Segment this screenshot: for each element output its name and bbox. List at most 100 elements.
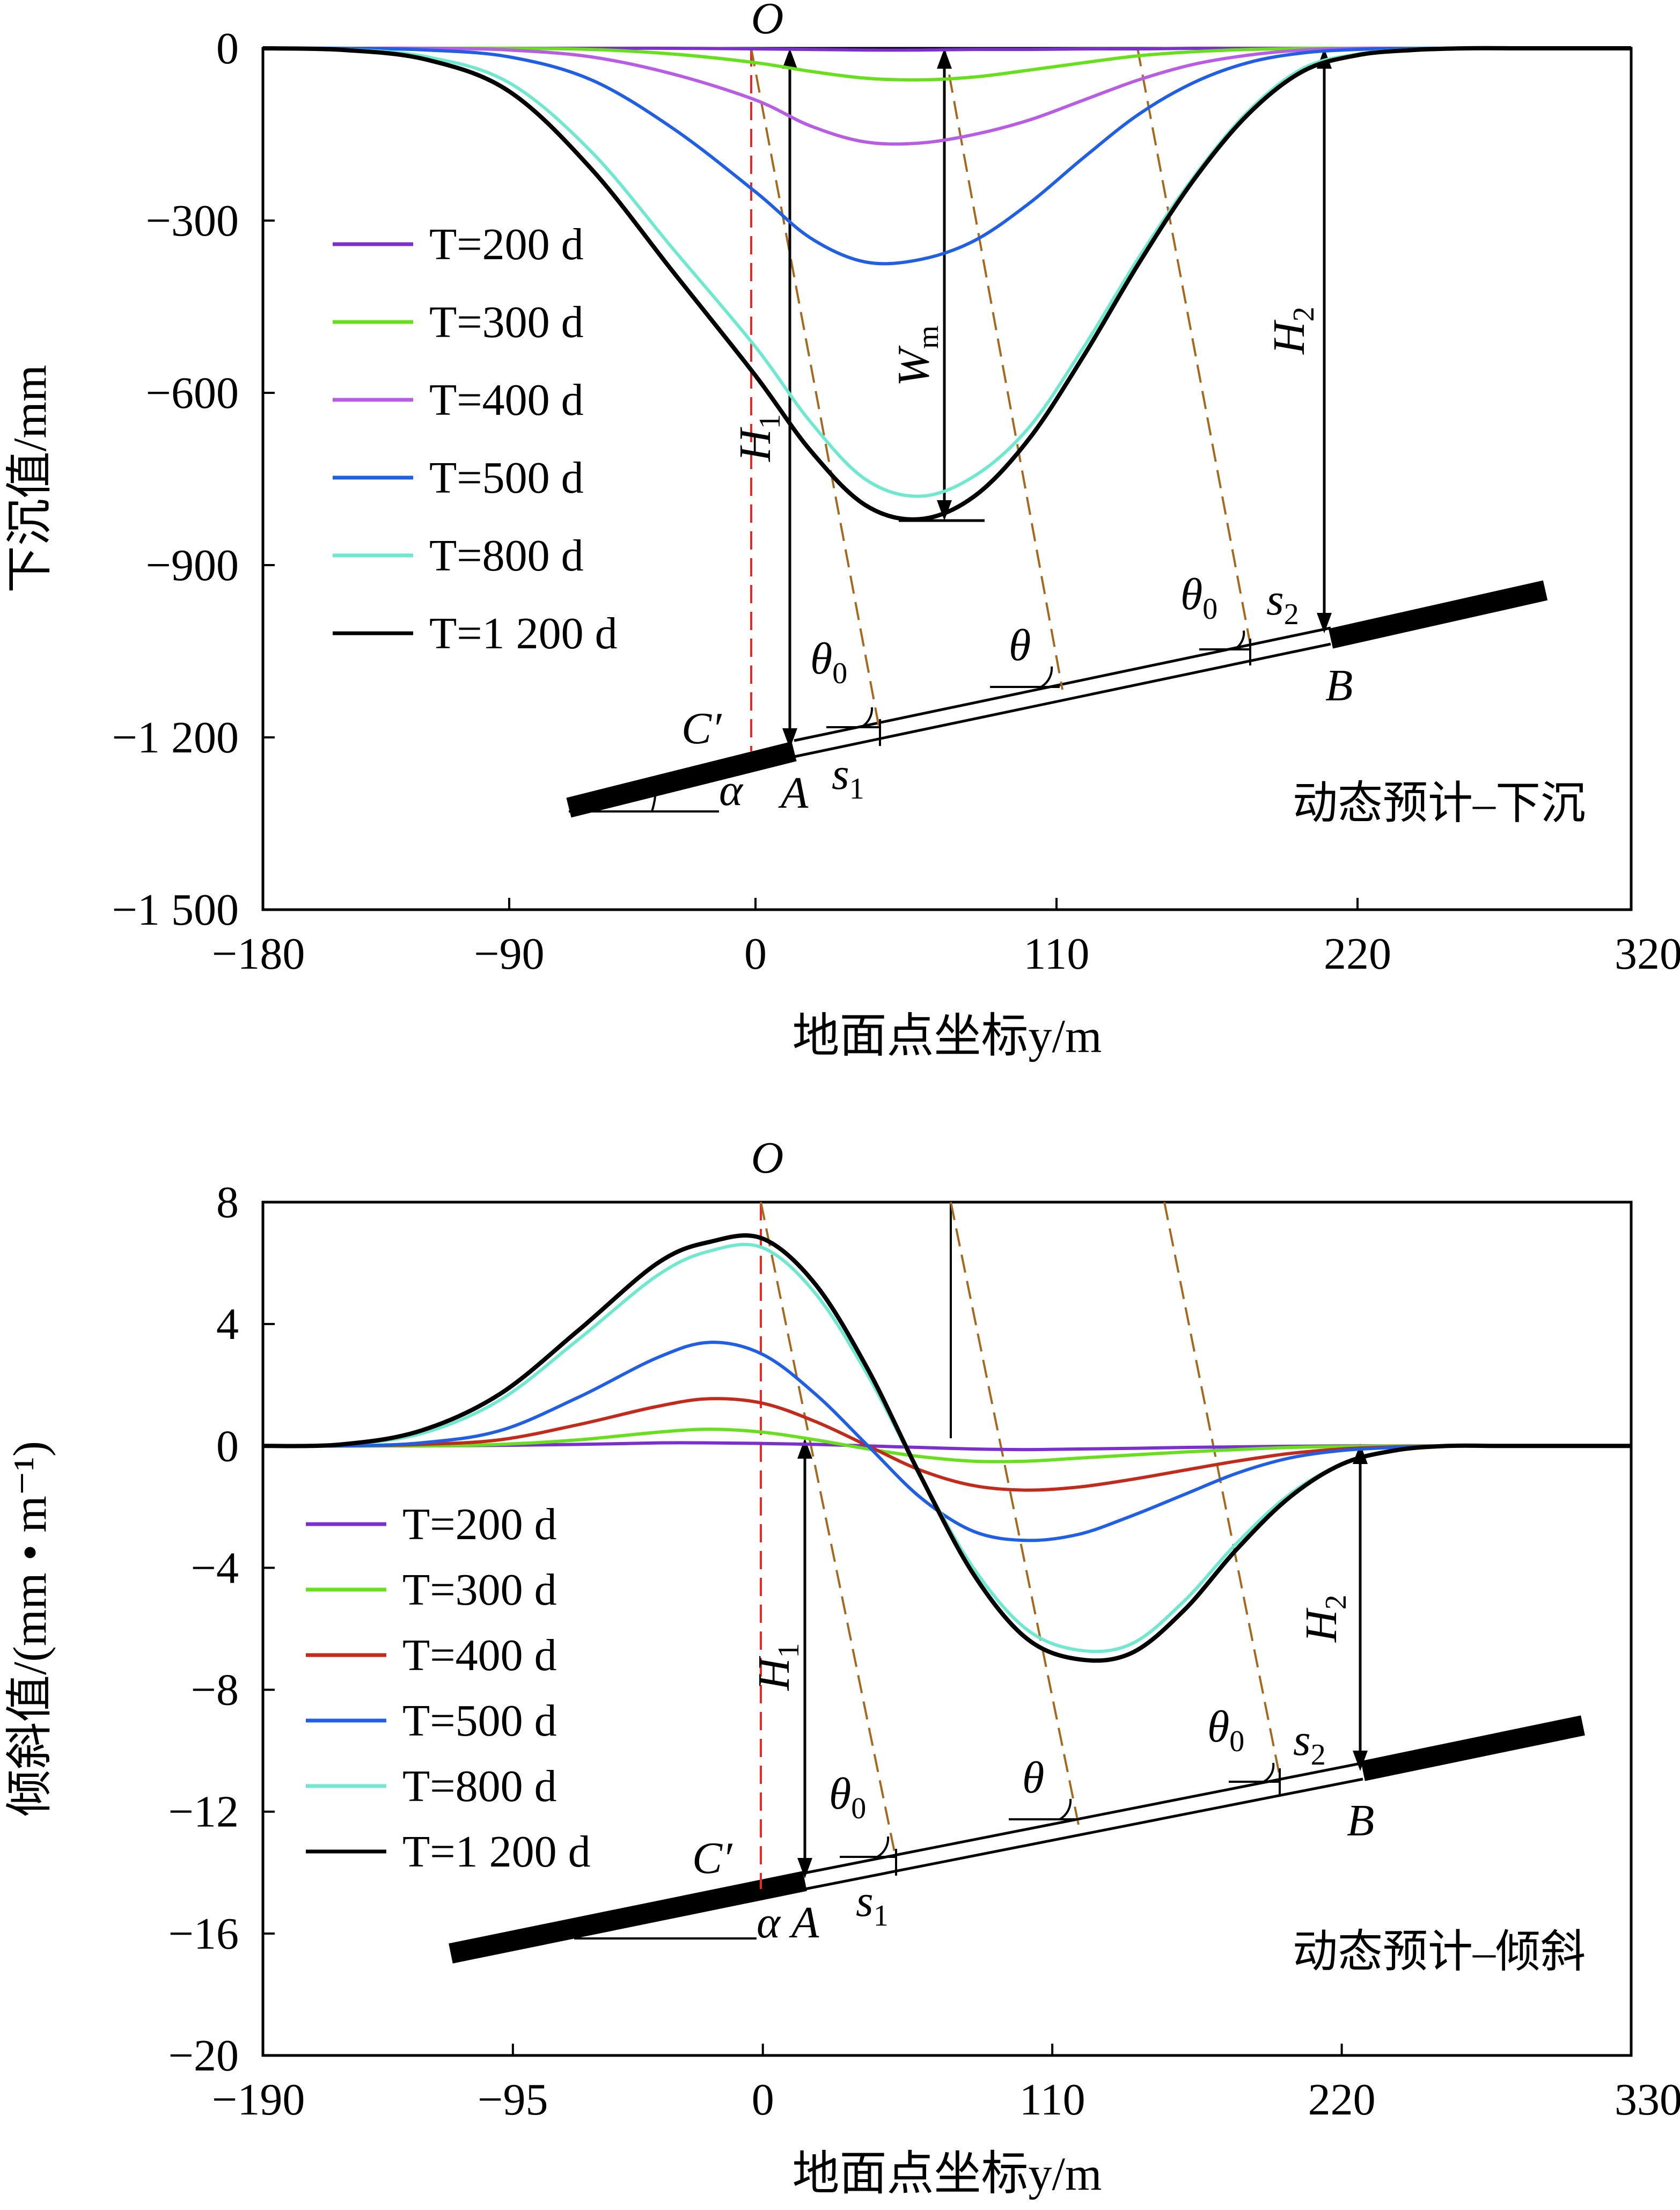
legend-label: T=400 d (402, 1630, 557, 1680)
legend-label: T=500 d (402, 1696, 557, 1746)
y-tick-label: −1 500 (112, 885, 239, 935)
theta0-arc-left (876, 1836, 890, 1858)
H1-arrow-head-top (782, 48, 797, 69)
x-tick-label: 0 (752, 2075, 774, 2125)
H2-label: H2 (1296, 1594, 1353, 1643)
legend: T=200 d T=300 d T=400 d T=500 d T=800 d T=1 2… (333, 219, 618, 658)
A-label: A (789, 1898, 819, 1948)
coal-seam-right (1361, 1715, 1585, 1781)
series-line-T-1200d (262, 1233, 1631, 1663)
legend-label: T=800 d (402, 1761, 557, 1811)
series-line-T-1200d (262, 46, 1631, 522)
x-tick-label: −95 (478, 2075, 548, 2125)
Wm-arrow-head-bottom (937, 500, 952, 521)
theta0-label-right-main: θ (1207, 1702, 1229, 1752)
theta0-label-left: θ0 (829, 1769, 866, 1825)
y-tick-label: −8 (191, 1665, 239, 1715)
y-tick-label: −900 (146, 540, 239, 590)
legend-label: T=200 d (429, 219, 584, 269)
C-prime-label: C′ (692, 1833, 733, 1883)
H1-arrow-head-bottom (797, 1858, 812, 1878)
theta0-arc-left (860, 707, 874, 728)
legend: T=200 d T=300 d T=400 d T=500 d T=800 d T=1 2… (306, 1499, 591, 1877)
s1-label-sub: 1 (874, 1899, 889, 1933)
H2-label-main: H (1296, 1607, 1346, 1643)
s1-label-main: s (832, 749, 849, 799)
y-tick-label: −20 (168, 2031, 239, 2081)
Wm-label-sub: m (912, 325, 945, 349)
H1-label-sub: 1 (772, 1643, 805, 1658)
goaf-lower-edge (794, 642, 1331, 758)
influence-dashed-line (943, 48, 1063, 690)
influence-dashed-line (1163, 1202, 1281, 1777)
s2-label-main: s (1266, 575, 1284, 625)
H2-label: H2 (1264, 306, 1320, 355)
x-tick-label: 330 (1615, 2075, 1680, 2125)
y-tick-label: −12 (168, 1787, 239, 1837)
theta0-arc-right (1233, 630, 1245, 650)
y-tick-label: −1 200 (112, 713, 239, 763)
panel-annotation: 动态预计–下沉 (1293, 779, 1586, 829)
theta0-label-left-main: θ (829, 1769, 851, 1819)
x-tick-label: 320 (1615, 929, 1680, 979)
series-line-T-500d (262, 1341, 1631, 1542)
plot-frame (261, 1201, 1633, 2057)
y-tick-label: −600 (146, 368, 239, 418)
x-tick-label: −90 (474, 929, 544, 979)
panel-annotation: 动态预计–倾斜 (1293, 1927, 1586, 1977)
B-label: B (1347, 1796, 1374, 1846)
H2-label-sub: 2 (1319, 1594, 1353, 1609)
x-axis-title: 地面点坐标y/m (793, 1011, 1102, 1063)
Wm-label-main: W (889, 345, 938, 386)
theta0-label-left: θ0 (810, 634, 847, 690)
theta0-label-right: θ0 (1207, 1702, 1244, 1758)
H1-arrow-head-bottom (782, 728, 797, 749)
alpha-label: α (719, 765, 744, 815)
x-tick-label: 220 (1324, 929, 1391, 979)
y-tick-label: 8 (216, 1177, 239, 1227)
H2-label-main: H (1264, 319, 1314, 355)
theta0-label-left-main: θ (810, 634, 832, 684)
series-group (262, 46, 1631, 522)
Wm-label: Wm (889, 325, 945, 386)
y-tick-label: 0 (216, 24, 239, 74)
influence-dashed-line (1136, 48, 1251, 645)
coal-seam-left (449, 1871, 807, 1964)
alpha-arc (651, 789, 657, 812)
influence-dashed-line (760, 1202, 897, 1860)
theta0-label-right: θ0 (1180, 569, 1217, 626)
Wm-arrow-head-top (937, 48, 952, 69)
s2-label: s2 (1293, 1715, 1326, 1772)
theta-label: θ (1009, 620, 1031, 670)
H1-label-main: H (749, 1656, 799, 1691)
theta-arc (1059, 1798, 1072, 1820)
C-prime-label: C′ (681, 704, 722, 753)
H2-arrow-head-bottom (1317, 613, 1332, 633)
y-axis-title: 倾斜值/(mm • m⁻¹) (4, 1441, 56, 1817)
coal-seam-right (1328, 580, 1548, 649)
theta0-arc-right (1263, 1762, 1275, 1783)
H1-label-main: H (730, 427, 780, 462)
legend-label: T=200 d (402, 1499, 557, 1549)
y-tick-label: −4 (191, 1543, 239, 1593)
x-tick-label: 220 (1308, 2075, 1376, 2125)
y-tick-label: 4 (216, 1299, 239, 1349)
alpha-label: α (757, 1898, 781, 1948)
s2-label: s2 (1266, 575, 1299, 631)
x-tick-label: −190 (212, 2075, 305, 2125)
series-line-T-800d (262, 46, 1631, 498)
H1-label: H1 (749, 1643, 805, 1691)
theta0-label-right-sub: 0 (1229, 1725, 1244, 1758)
H1-label: H1 (730, 414, 787, 462)
y-tick-label: −300 (146, 196, 239, 246)
series-group (262, 1233, 1631, 1663)
legend-label: T=500 d (429, 453, 584, 503)
theta-label: θ (1022, 1753, 1044, 1803)
H1-label-sub: 1 (753, 414, 787, 429)
s2-label-sub: 2 (1311, 1738, 1326, 1772)
legend-label: T=1 200 d (402, 1827, 591, 1877)
